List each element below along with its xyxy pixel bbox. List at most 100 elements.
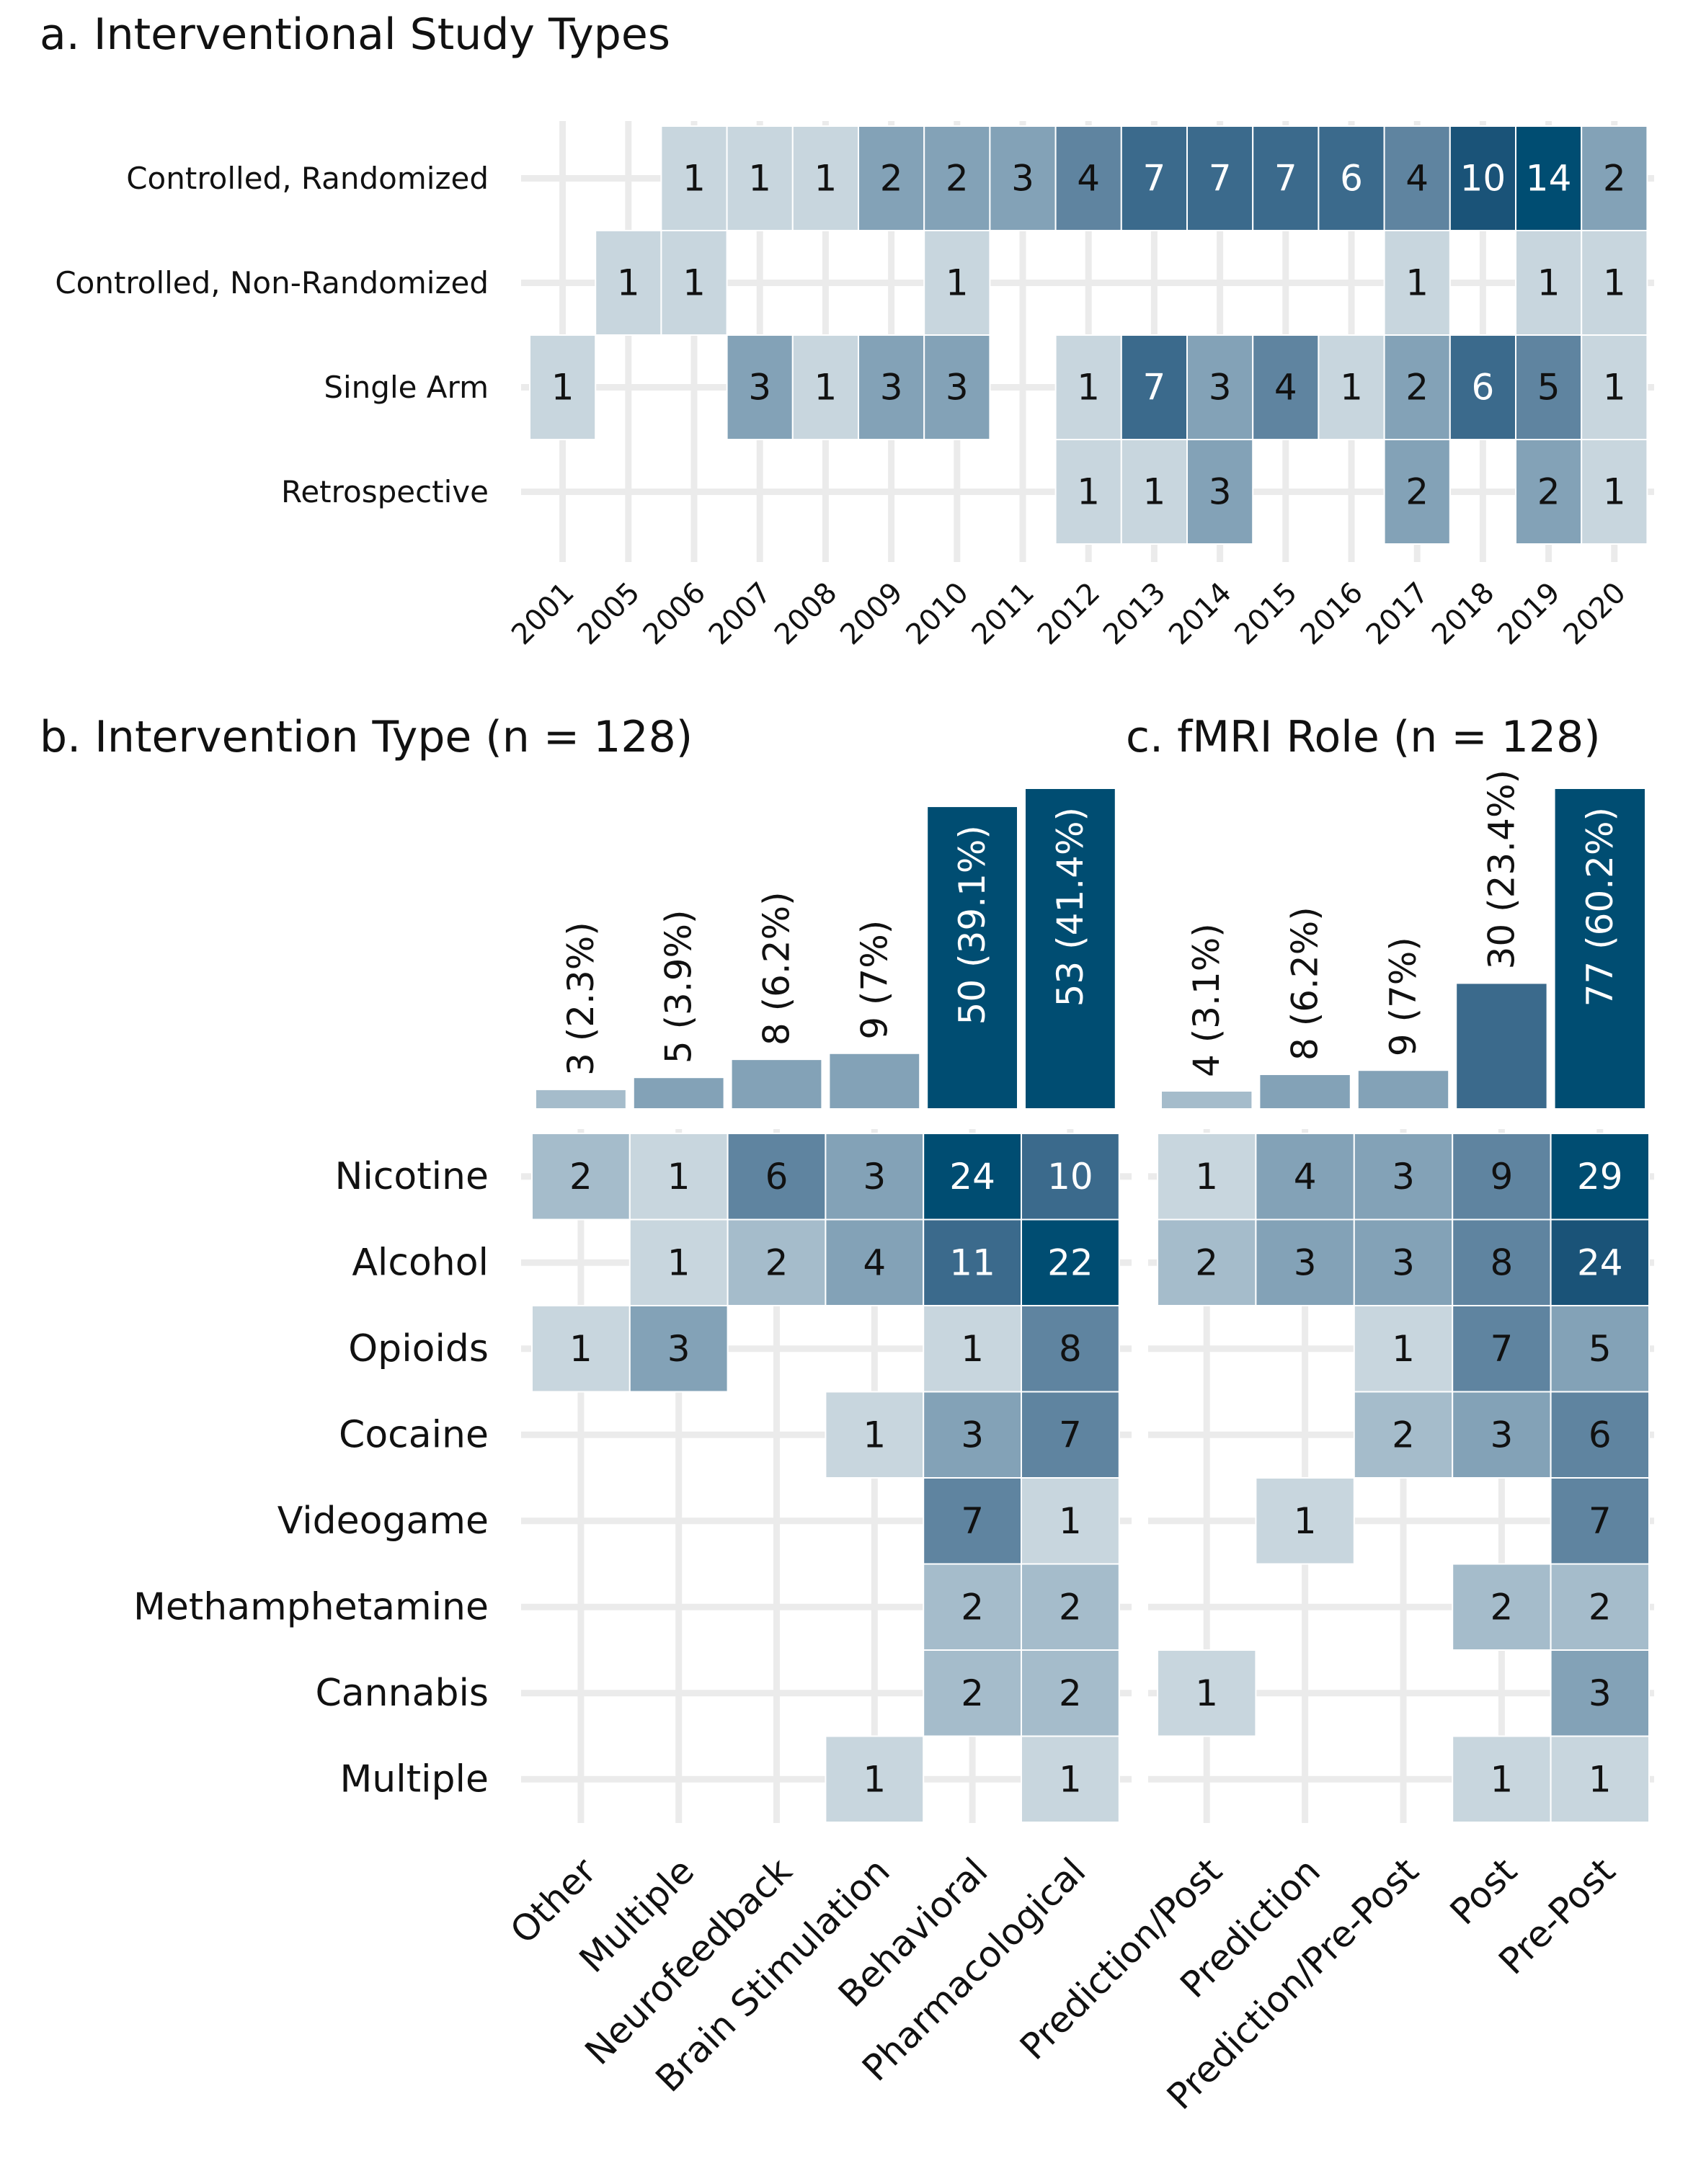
cell-value: 1: [667, 1156, 690, 1198]
cell-value: 2: [1589, 1586, 1612, 1628]
heatmap-cell-methamphetamine-pharmacological: [1021, 1563, 1120, 1651]
heatmap-cell-cocaine-brain-stimulation: [825, 1391, 925, 1479]
heatmap-cell-single-arm-2020: [1581, 334, 1648, 440]
heatmap-cell-single-arm-2016: [1318, 334, 1385, 440]
cell-value: 1: [1294, 1500, 1317, 1542]
cell-value: 3: [1392, 1156, 1415, 1198]
heatmap-cell-controlled-randomized-2010: [923, 125, 991, 231]
heatmap-cell-alcohol-pre-post: [1550, 1218, 1651, 1306]
heatmap-cell-controlled-randomized-2018: [1449, 125, 1517, 231]
heatmap-cell-alcohol-post: [1452, 1218, 1552, 1306]
cell-value: 7: [1274, 158, 1297, 200]
heatmap-cell-retrospective-2019: [1515, 439, 1583, 545]
heatmap-cell-single-arm-2010: [923, 334, 991, 440]
heatmap-cell-nicotine-other: [531, 1133, 631, 1221]
heatmap-cell-controlled-randomized-2008: [791, 125, 860, 231]
cell-value: 1: [814, 367, 837, 409]
heatmap-cell-videogame-pre-post: [1550, 1477, 1651, 1565]
row-label-videogame: Videogame: [277, 1499, 489, 1543]
heatmap-cell-alcohol-neurofeedback: [727, 1218, 827, 1306]
cell-value: 7: [1589, 1500, 1612, 1542]
heatmap-cell-retrospective-2014: [1186, 439, 1254, 545]
cell-value: 4: [1274, 367, 1297, 409]
cell-value: 6: [1340, 158, 1363, 200]
cell-value: 1: [863, 1414, 886, 1456]
total-bar-label: 5 (3.9%): [658, 909, 700, 1064]
row-label-cannabis: Cannabis: [316, 1672, 489, 1715]
total-bar-pre-post: [1555, 789, 1645, 1108]
total-bar-prediction: [1260, 1074, 1350, 1108]
cell-value: 1: [1603, 367, 1626, 409]
heatmap-cell-single-arm-2008: [791, 334, 860, 440]
x-tick-label: 2007: [703, 576, 778, 652]
cell-value: 5: [1537, 367, 1560, 409]
cell-value: 2: [961, 1586, 984, 1628]
cell-value: 7: [1059, 1414, 1082, 1456]
heatmap-cell-alcohol-pharmacological: [1021, 1218, 1120, 1306]
heatmap-cell-opioids-pre-post: [1550, 1305, 1651, 1393]
cell-value: 10: [1460, 158, 1506, 200]
heatmap-cell-nicotine-prediction-post: [1157, 1133, 1257, 1221]
x-tick-label: 2012: [1031, 576, 1107, 652]
heatmap-cell-controlled-non-randomized-2019: [1515, 230, 1583, 336]
heatmap-cell-cocaine-behavioral: [923, 1391, 1022, 1479]
row-label-nicotine: Nicotine: [334, 1155, 489, 1198]
heatmap-cell-single-arm-2015: [1252, 334, 1320, 440]
cell-value: 5: [1589, 1328, 1612, 1370]
cell-value: 24: [949, 1156, 995, 1198]
heatmap-cell-single-arm-2017: [1383, 334, 1451, 440]
cell-value: 2: [1059, 1586, 1082, 1628]
heatmap-cell-controlled-non-randomized-2005: [595, 230, 662, 336]
x-tick-label: 2005: [571, 576, 647, 652]
cell-value: 1: [961, 1328, 984, 1370]
row-label-controlled-non-randomized: Controlled, Non-Randomized: [55, 265, 489, 300]
heatmap-cell-controlled-randomized-2015: [1252, 125, 1320, 231]
cell-value: 1: [946, 262, 969, 304]
cell-value: 1: [1405, 262, 1429, 304]
x-tick-label: 2001: [505, 576, 581, 652]
cell-value: 3: [1209, 471, 1232, 513]
panel-b-intervention-type: b. Intervention Type (n = 128) 3 (2.3%) 5 …: [40, 712, 1132, 2100]
heatmap-cell-nicotine-pre-post: [1550, 1133, 1651, 1221]
total-bar-pharmacological: [1026, 789, 1115, 1108]
heatmap-cell-controlled-randomized-2017: [1383, 125, 1451, 231]
cell-value: 3: [961, 1414, 984, 1456]
cell-value: 2: [1195, 1242, 1218, 1283]
cell-value: 4: [1405, 158, 1429, 200]
cell-value: 1: [1077, 471, 1100, 513]
heatmap-cell-videogame-behavioral: [923, 1477, 1022, 1565]
total-bar-post: [1457, 984, 1547, 1108]
panel-c-title: c. fMRI Role (n = 128): [1126, 712, 1601, 762]
cell-value: 2: [1405, 471, 1429, 513]
cell-value: 6: [1471, 367, 1494, 409]
heatmap-cell-alcohol-brain-stimulation: [825, 1218, 925, 1306]
x-tick-label: 2011: [966, 576, 1041, 652]
heatmap-cell-retrospective-2012: [1054, 439, 1122, 545]
cell-value: 7: [961, 1500, 984, 1542]
cell-value: 7: [1490, 1328, 1513, 1370]
cell-value: 8: [1490, 1242, 1513, 1283]
row-label-single-arm: Single Arm: [324, 370, 489, 405]
heatmap-cell-alcohol-multiple: [628, 1218, 729, 1306]
cell-value: 1: [1059, 1758, 1082, 1800]
heatmap-cell-nicotine-brain-stimulation: [825, 1133, 925, 1221]
heatmap-cell-controlled-non-randomized-2010: [923, 230, 991, 336]
cell-value: 29: [1577, 1156, 1623, 1198]
cell-value: 1: [617, 262, 640, 304]
heatmap-cell-single-arm-2009: [858, 334, 925, 440]
cell-value: 3: [863, 1156, 886, 1198]
cell-value: 1: [1340, 367, 1363, 409]
x-tick-label: 2014: [1163, 576, 1238, 652]
cell-value: 1: [551, 367, 574, 409]
row-label-alcohol: Alcohol: [352, 1241, 489, 1284]
heatmap-cell-opioids-multiple: [628, 1305, 729, 1393]
cell-value: 4: [1077, 158, 1100, 200]
x-tick-label: 2009: [834, 576, 910, 652]
total-bar-label: 77 (60.2%): [1579, 807, 1621, 1007]
heatmap-cell-controlled-randomized-2013: [1120, 125, 1189, 231]
cell-value: 2: [1405, 367, 1429, 409]
cell-value: 22: [1047, 1242, 1093, 1283]
row-label-retrospective: Retrospective: [281, 474, 489, 509]
cell-value: 1: [1392, 1328, 1415, 1370]
cell-value: 1: [1537, 262, 1560, 304]
